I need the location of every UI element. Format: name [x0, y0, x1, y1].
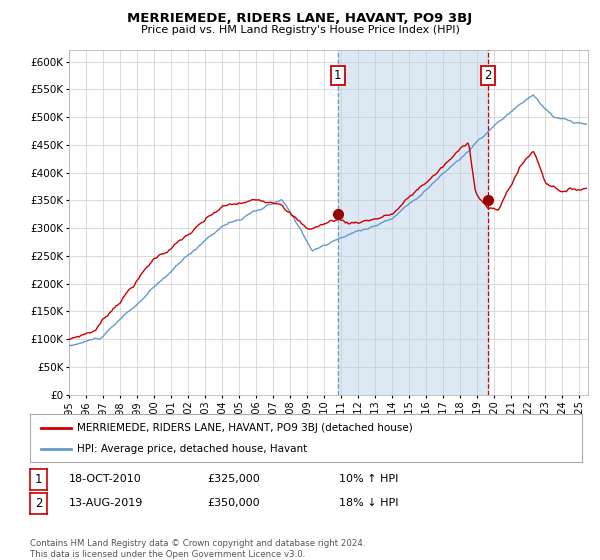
Text: 2: 2 — [484, 69, 491, 82]
Text: 1: 1 — [35, 473, 42, 486]
Text: Contains HM Land Registry data © Crown copyright and database right 2024.
This d: Contains HM Land Registry data © Crown c… — [30, 539, 365, 559]
Text: 18-OCT-2010: 18-OCT-2010 — [69, 474, 142, 484]
Text: HPI: Average price, detached house, Havant: HPI: Average price, detached house, Hava… — [77, 444, 307, 454]
Text: £325,000: £325,000 — [207, 474, 260, 484]
Text: 18% ↓ HPI: 18% ↓ HPI — [339, 498, 398, 508]
Text: Price paid vs. HM Land Registry's House Price Index (HPI): Price paid vs. HM Land Registry's House … — [140, 25, 460, 35]
Text: 13-AUG-2019: 13-AUG-2019 — [69, 498, 143, 508]
Text: 1: 1 — [334, 69, 341, 82]
Text: MERRIEMEDE, RIDERS LANE, HAVANT, PO9 3BJ (detached house): MERRIEMEDE, RIDERS LANE, HAVANT, PO9 3BJ… — [77, 423, 413, 433]
Text: £350,000: £350,000 — [207, 498, 260, 508]
Text: 2: 2 — [35, 497, 42, 510]
Bar — [338, 50, 488, 395]
Text: 10% ↑ HPI: 10% ↑ HPI — [339, 474, 398, 484]
Text: MERRIEMEDE, RIDERS LANE, HAVANT, PO9 3BJ: MERRIEMEDE, RIDERS LANE, HAVANT, PO9 3BJ — [127, 12, 473, 25]
